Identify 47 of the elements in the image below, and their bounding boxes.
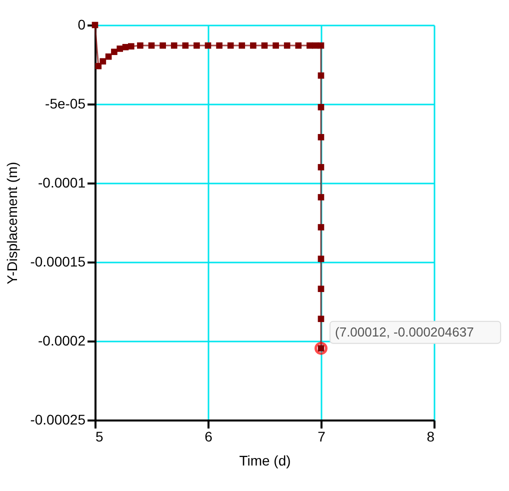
point [318, 104, 324, 110]
point [284, 42, 290, 49]
annotation: (7.00012, -0.000204637 [335, 324, 474, 340]
point [318, 286, 324, 292]
x-tick-label: 7 [318, 428, 326, 444]
y-tick-label: -0.00025 [30, 412, 86, 428]
point [250, 42, 256, 49]
y-tick-label: -5e-05 [45, 96, 86, 112]
y-axis-title: Y-Displacement (m) [4, 162, 20, 284]
y-tick-label: -0.00015 [30, 254, 86, 270]
y-tick-label: -0.0001 [38, 174, 86, 190]
point [318, 72, 324, 79]
point [148, 42, 155, 49]
point [182, 42, 189, 49]
point [122, 44, 129, 50]
point [261, 42, 268, 49]
point [318, 316, 324, 322]
x-tick-label: 6 [204, 428, 213, 444]
y-tick-label: -0.0002 [38, 332, 86, 348]
point [116, 46, 124, 52]
point [111, 48, 118, 56]
x-tick-label: 5 [96, 428, 104, 444]
point [95, 62, 102, 70]
x-tick-label: 8 [426, 428, 435, 444]
point [92, 22, 98, 28]
point [318, 134, 324, 140]
point [318, 224, 324, 230]
point [272, 42, 279, 49]
x-axis-title: Time (d) [239, 452, 291, 468]
point [160, 42, 166, 49]
point [227, 42, 234, 49]
point [318, 194, 324, 200]
point [128, 43, 134, 50]
point [318, 256, 324, 262]
point [312, 42, 319, 49]
point [105, 53, 112, 60]
point [238, 42, 246, 49]
y-tick-label: 0 [78, 16, 86, 32]
point [137, 42, 144, 49]
point [100, 58, 106, 65]
point [170, 42, 178, 49]
point [295, 42, 302, 49]
point [318, 42, 324, 49]
point [318, 164, 324, 170]
point [216, 42, 222, 49]
point [204, 42, 212, 49]
point [194, 42, 200, 49]
